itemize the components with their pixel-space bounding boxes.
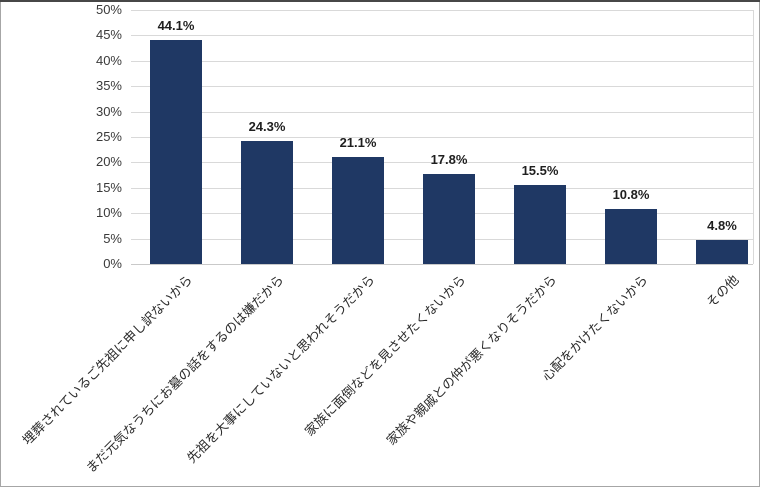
y-axis-tick-label: 45%: [95, 27, 122, 42]
bar-value-label: 21.1%: [339, 134, 377, 150]
x-axis-baseline: [131, 264, 753, 265]
x-axis-category-label: まだ元気なうちにお墓の話をするのは嫌だから: [82, 272, 287, 476]
bar-5: [514, 185, 566, 264]
bar-3: [332, 156, 384, 264]
y-axis-tick-label: 15%: [95, 180, 122, 195]
gridline: [131, 162, 753, 163]
y-axis-tick-label: 40%: [95, 53, 122, 68]
bar-value-label: 24.3%: [248, 118, 286, 134]
x-axis-category-label: 家族や親戚との仲が悪くなりそうだから: [383, 272, 560, 448]
bar-7: [696, 239, 748, 264]
x-axis-category-label: 埋葬されているご先祖に申し訳ないから: [19, 272, 196, 448]
x-axis-category-label: 先祖を大事にしていないと思われそうだから: [183, 272, 378, 466]
x-axis-category-label: 心配をかけたくないから: [538, 272, 651, 384]
y-axis-tick-label: 0%: [103, 256, 122, 271]
gridline: [131, 35, 753, 36]
x-axis-category-label: その他: [703, 272, 742, 311]
gridline: [131, 10, 753, 11]
bar-value-label: 4.8%: [707, 217, 737, 233]
x-axis-category-label: 家族に面倒などを見させたくないから: [301, 272, 469, 439]
y-axis-tick-label: 35%: [95, 78, 122, 93]
bar-value-label: 17.8%: [430, 151, 468, 167]
bar-value-label: 44.1%: [157, 18, 195, 33]
y-axis-tick-label: 5%: [103, 231, 122, 246]
y-axis-tick-label: 20%: [95, 154, 122, 169]
bar-value-label: 10.8%: [612, 187, 650, 203]
y-axis-tick-label: 10%: [95, 205, 122, 220]
y-axis-tick-label: 25%: [95, 129, 122, 144]
gridline: [131, 112, 753, 113]
plot-right-border: [753, 10, 754, 264]
bar-4: [423, 173, 475, 264]
bar-1: [150, 40, 202, 264]
gridline: [131, 86, 753, 87]
y-axis-tick-label: 30%: [95, 104, 122, 119]
bar-value-label: 15.5%: [521, 163, 559, 179]
bar-6: [605, 209, 657, 264]
gridline: [131, 137, 753, 138]
y-axis-tick-label: 50%: [95, 2, 122, 17]
gridline: [131, 61, 753, 62]
bar-2: [241, 140, 293, 264]
